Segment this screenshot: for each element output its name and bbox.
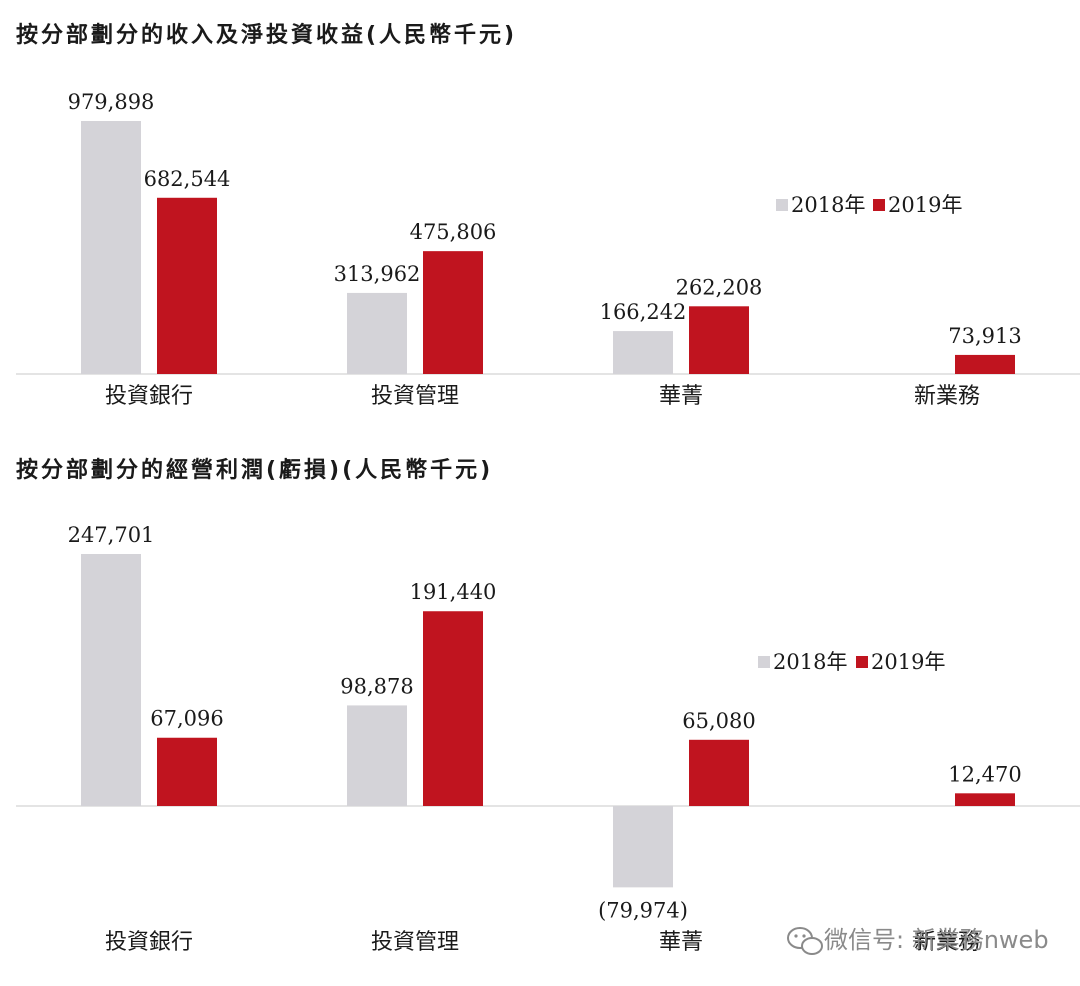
category-label: 新業務: [914, 384, 980, 409]
data-label: 67,096: [150, 707, 223, 731]
data-label: 682,544: [144, 167, 231, 191]
data-label: 262,208: [676, 275, 763, 299]
legend-label-2018: 2018年: [791, 193, 865, 217]
watermark: 微信号: 新業務nweb: [787, 926, 1049, 955]
wechat-icon: [787, 927, 823, 955]
bar-2018-1: [347, 292, 407, 374]
bar-2019-0: [157, 737, 217, 806]
chart-title: 按分部劃分的經營利潤(虧損)(人民幣千元): [16, 457, 493, 483]
data-label: 73,913: [948, 324, 1021, 348]
legend-swatch-2018: [758, 656, 770, 668]
data-label: 98,878: [340, 674, 413, 698]
data-label: 65,080: [682, 709, 755, 733]
legend-swatch-2018: [776, 199, 788, 211]
legend-swatch-2019: [873, 199, 885, 211]
category-label: 投資銀行: [105, 384, 193, 409]
category-label: 投資管理: [371, 384, 459, 409]
category-label: 投資管理: [371, 930, 459, 955]
bar-2019-0: [157, 197, 217, 374]
bar-2018-0: [81, 554, 141, 806]
bar-2018-2: [613, 331, 673, 374]
data-label: 475,806: [410, 220, 497, 244]
category-label: 投資銀行: [105, 930, 193, 955]
profit-chart: 按分部劃分的經營利潤(虧損)(人民幣千元) 247,701 67,096 98,87…: [16, 457, 1080, 955]
data-label: 247,701: [68, 523, 155, 547]
data-label: 12,470: [948, 762, 1021, 786]
bar-2019-1: [423, 251, 483, 374]
legend-swatch-2019: [856, 656, 868, 668]
bar-2019-2: [689, 739, 749, 806]
bar-2018-1: [347, 705, 407, 806]
legend: 2018年 2019年: [776, 193, 962, 217]
category-label: 華菁: [659, 384, 703, 409]
bar-2019-3: [955, 354, 1015, 374]
category-label: 華菁: [659, 930, 703, 955]
legend: 2018年 2019年: [758, 650, 945, 674]
legend-label-2019: 2019年: [871, 650, 945, 674]
bar-2018-0: [81, 121, 141, 374]
watermark-text: 微信号: 新業務nweb: [824, 926, 1049, 954]
data-label: 979,898: [68, 90, 155, 114]
category-label: 新業務: [914, 930, 980, 955]
data-label: 166,242: [600, 300, 687, 324]
bar-2019-3: [955, 793, 1015, 806]
data-label: (79,974): [598, 898, 688, 922]
legend-label-2019: 2019年: [888, 193, 962, 217]
bar-2018-2: [613, 806, 673, 888]
data-label: 191,440: [410, 580, 497, 604]
bar-2019-1: [423, 611, 483, 806]
revenue-chart: 按分部劃分的收入及淨投資收益(人民幣千元) 979,898 682,544 313,…: [16, 22, 1080, 409]
chart-title: 按分部劃分的收入及淨投資收益(人民幣千元): [16, 22, 517, 48]
legend-label-2018: 2018年: [773, 650, 847, 674]
data-label: 313,962: [334, 262, 421, 286]
bar-2019-2: [689, 306, 749, 374]
